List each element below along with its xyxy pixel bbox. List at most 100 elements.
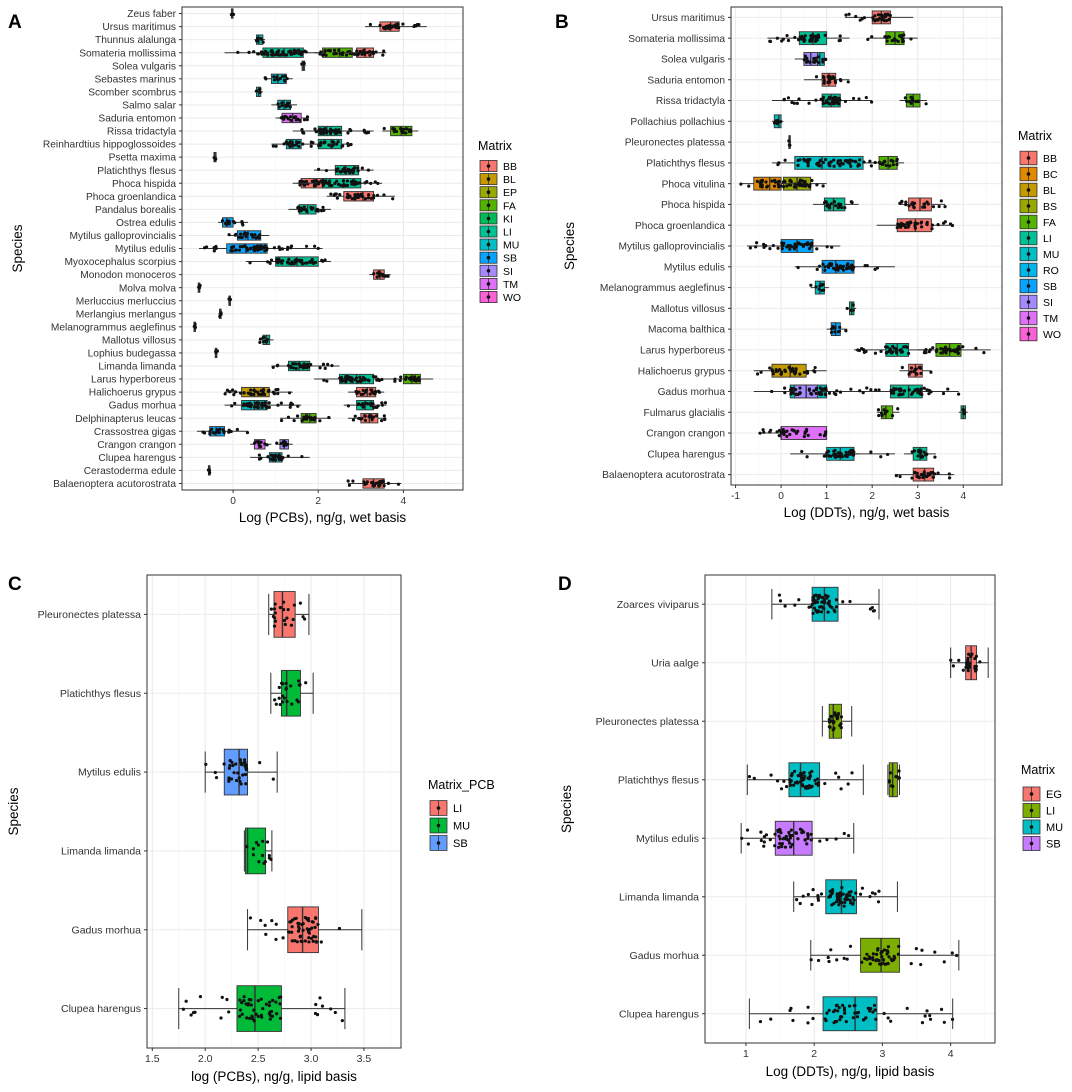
data-point <box>830 327 834 331</box>
data-point <box>768 247 772 251</box>
data-point <box>398 378 402 383</box>
data-point <box>319 940 323 944</box>
data-point <box>326 49 331 53</box>
x-tick-label: 2 <box>869 491 875 502</box>
data-point <box>301 615 305 619</box>
legend-key-dot <box>486 282 491 286</box>
data-point <box>371 50 375 54</box>
data-point <box>804 786 808 790</box>
data-point <box>796 781 800 785</box>
data-point <box>930 227 934 231</box>
data-point <box>902 345 906 349</box>
box-bb-row-0 <box>844 10 914 25</box>
data-point <box>778 837 782 841</box>
data-point <box>248 1016 252 1021</box>
x-tick-label: 0 <box>230 496 236 507</box>
data-point <box>207 468 212 472</box>
data-point <box>784 834 788 839</box>
data-point <box>245 1016 249 1020</box>
data-point <box>313 127 317 131</box>
data-point <box>810 39 814 43</box>
panel-letter: C <box>8 574 22 595</box>
data-point <box>764 833 769 837</box>
data-point <box>215 349 220 353</box>
data-point <box>762 430 766 434</box>
data-point <box>386 481 391 485</box>
legend-label: LI <box>1043 233 1052 245</box>
data-point <box>782 779 786 783</box>
data-point <box>821 95 826 99</box>
data-point <box>243 772 248 777</box>
data-point <box>314 935 318 939</box>
y-tick-label: Solea vulgaris <box>661 55 725 66</box>
data-point <box>255 89 259 93</box>
data-point <box>779 787 784 791</box>
data-point <box>974 346 978 351</box>
y-tick-label: Clupea harengus <box>61 1003 141 1015</box>
data-point <box>812 60 817 64</box>
box-li-row-6 <box>809 937 960 973</box>
data-point <box>311 920 315 924</box>
data-point <box>810 769 814 774</box>
data-point <box>333 1010 337 1015</box>
data-point <box>810 902 814 907</box>
data-point <box>842 904 846 908</box>
box-mu-row-2 <box>254 34 266 45</box>
data-point <box>274 144 278 148</box>
x-tick-label: 2 <box>315 496 321 507</box>
box-mu-row-5 <box>771 114 784 129</box>
data-point <box>827 725 831 729</box>
data-point <box>779 120 783 124</box>
y-tick-label: Myoxocephalus scorpius <box>64 257 176 268</box>
data-point <box>783 386 787 390</box>
data-point <box>822 598 826 602</box>
data-point <box>349 379 353 383</box>
x-tick-label: 1 <box>824 491 830 502</box>
data-point <box>819 892 824 896</box>
data-point <box>356 379 360 384</box>
data-point <box>939 351 943 355</box>
data-point <box>238 998 242 1002</box>
y-tick-label: Halichoerus grypus <box>89 388 176 399</box>
data-point <box>914 947 918 951</box>
data-point <box>303 617 307 621</box>
data-point <box>256 1014 260 1019</box>
x-tick-label: 1 <box>743 1048 749 1060</box>
data-point <box>899 221 903 225</box>
data-point <box>823 268 827 272</box>
data-point <box>791 369 795 373</box>
data-point <box>863 263 867 268</box>
data-point <box>803 159 807 163</box>
data-point <box>313 925 317 929</box>
box-sb-row-2 <box>204 748 278 796</box>
data-point <box>838 164 842 168</box>
data-point <box>747 184 751 188</box>
data-point <box>903 96 907 100</box>
box-li-row-16 <box>853 343 928 357</box>
data-point <box>820 283 824 287</box>
box-bb-row-9 <box>898 197 947 212</box>
data-point <box>857 97 861 101</box>
legend-title: Matrix_PCB <box>428 778 495 792</box>
data-point <box>839 726 843 730</box>
data-point <box>886 1016 890 1020</box>
data-point <box>218 314 222 318</box>
data-point <box>302 118 307 122</box>
data-point <box>276 403 280 407</box>
data-point <box>956 351 960 356</box>
x-axis-label: Log (DDTs), ng/g, lipid basis <box>766 1064 935 1079</box>
data-point <box>289 623 294 627</box>
data-point <box>800 783 804 787</box>
data-point <box>805 243 810 247</box>
data-point <box>901 39 905 43</box>
data-point <box>246 404 250 408</box>
data-point <box>810 602 814 606</box>
legend-label: BL <box>503 174 516 186</box>
data-point <box>364 401 368 405</box>
data-point <box>768 39 772 43</box>
data-point <box>902 33 906 37</box>
data-point <box>777 161 781 165</box>
data-point <box>759 838 763 843</box>
data-point <box>264 1002 269 1006</box>
data-point <box>876 13 881 17</box>
